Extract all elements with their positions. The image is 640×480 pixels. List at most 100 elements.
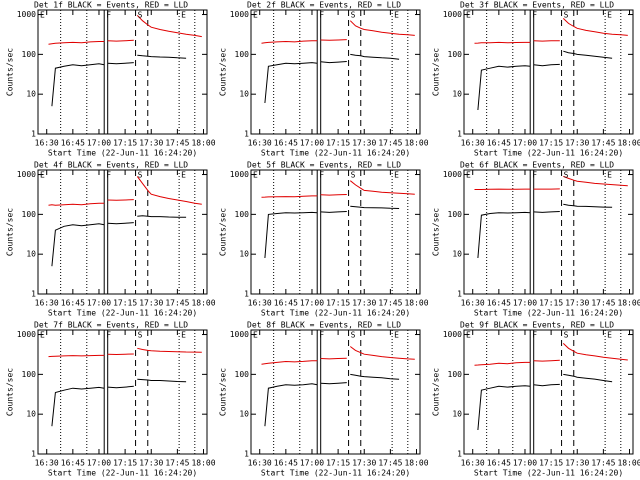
x-tick-label: 16:30 <box>461 299 485 308</box>
plot-frame <box>463 9 634 135</box>
event-label: S <box>138 11 143 20</box>
series-line <box>48 15 202 45</box>
x-tick-label: 16:30 <box>461 459 485 468</box>
event-label: S <box>564 171 569 180</box>
y-axis-label: Counts/sec <box>219 208 228 256</box>
chart-title: Det 9f BLACK = Events, RED = LLD <box>460 321 614 330</box>
event-label: S <box>138 171 143 180</box>
series-line <box>51 378 187 427</box>
x-tick-label: 17:30 <box>565 139 589 148</box>
event-label: F <box>319 171 324 180</box>
event-label: E <box>40 171 45 180</box>
x-tick-label: 16:30 <box>248 139 272 148</box>
x-tick-label: 17:00 <box>300 459 324 468</box>
y-axis-label: Counts/sec <box>432 48 441 96</box>
x-axis-label: Start Time (22-Jun-11 16:24:20) <box>48 469 197 478</box>
x-tick-label: 17:15 <box>326 459 350 468</box>
chart-title: Det 7f BLACK = Events, RED = LLD <box>34 321 188 330</box>
plot-frame <box>463 169 634 295</box>
x-tick-label: 16:45 <box>274 139 298 148</box>
x-axis-label: Start Time (22-Jun-11 16:24:20) <box>48 309 197 318</box>
event-label: E <box>466 171 471 180</box>
x-axis-label: Start Time (22-Jun-11 16:24:20) <box>474 149 623 158</box>
event-label: E <box>40 331 45 340</box>
x-tick-label: 17:15 <box>326 299 350 308</box>
event-label: E <box>253 331 258 340</box>
y-tick-label: 100 <box>22 50 37 59</box>
x-tick-label: 17:00 <box>513 299 537 308</box>
event-label: E <box>181 331 186 340</box>
x-tick-label: 17:45 <box>165 299 189 308</box>
x-tick-label: 16:30 <box>35 299 59 308</box>
x-tick-label: 16:45 <box>61 139 85 148</box>
x-tick-label: 16:45 <box>487 139 511 148</box>
panel: Det 4f BLACK = Events, RED = LLD Start Ti… <box>6 161 216 318</box>
y-tick-label: 100 <box>22 210 37 219</box>
y-tick-label: 10 <box>26 410 36 419</box>
x-tick-label: 17:45 <box>591 459 615 468</box>
y-tick-label: 1000 <box>230 330 249 339</box>
event-label: S <box>564 331 569 340</box>
plot-frame <box>37 9 208 135</box>
x-tick-label: 17:45 <box>378 299 402 308</box>
x-tick-label: 18:00 <box>617 459 640 468</box>
y-tick-label: 100 <box>448 370 463 379</box>
x-tick-label: 17:30 <box>139 459 163 468</box>
series-line <box>477 50 613 111</box>
event-label: E <box>466 331 471 340</box>
panel: Det 6f BLACK = Events, RED = LLD Start Ti… <box>432 161 640 318</box>
series-line <box>264 373 400 427</box>
y-tick-label: 10 <box>26 250 36 259</box>
y-axis-label: Counts/sec <box>6 208 15 256</box>
event-label: F <box>532 331 537 340</box>
x-tick-label: 17:30 <box>139 299 163 308</box>
event-label: E <box>181 171 186 180</box>
series-line <box>51 54 187 107</box>
event-label: F <box>106 331 111 340</box>
y-tick-label: 10 <box>452 250 462 259</box>
event-label: S <box>138 331 143 340</box>
y-tick-label: 10 <box>26 90 36 99</box>
y-tick-label: 1000 <box>17 170 36 179</box>
x-tick-label: 17:00 <box>513 459 537 468</box>
y-tick-label: 10 <box>239 410 249 419</box>
event-label: E <box>394 11 399 20</box>
event-label: F <box>106 11 111 20</box>
x-tick-label: 16:45 <box>487 459 511 468</box>
x-tick-label: 17:00 <box>300 299 324 308</box>
x-tick-label: 17:00 <box>87 139 111 148</box>
x-tick-label: 16:30 <box>35 459 59 468</box>
x-tick-label: 18:00 <box>191 299 215 308</box>
plot-frame <box>250 169 421 295</box>
x-tick-label: 17:15 <box>113 299 137 308</box>
y-tick-label: 1000 <box>230 10 249 19</box>
y-tick-label: 10 <box>452 410 462 419</box>
x-tick-label: 17:30 <box>352 299 376 308</box>
x-tick-label: 17:45 <box>591 299 615 308</box>
event-label: E <box>607 11 612 20</box>
x-tick-label: 17:15 <box>326 139 350 148</box>
series-line <box>51 215 187 267</box>
y-tick-label: 1 <box>457 450 462 459</box>
y-tick-label: 1000 <box>443 10 462 19</box>
x-tick-label: 16:45 <box>61 299 85 308</box>
x-tick-label: 17:45 <box>378 139 402 148</box>
y-tick-label: 100 <box>235 50 250 59</box>
y-axis-label: Counts/sec <box>219 48 228 96</box>
x-tick-label: 17:00 <box>300 139 324 148</box>
event-label: S <box>351 331 356 340</box>
x-tick-label: 17:45 <box>165 139 189 148</box>
event-label: S <box>351 11 356 20</box>
event-label: E <box>466 11 471 20</box>
x-tick-label: 18:00 <box>404 139 428 148</box>
x-tick-label: 16:30 <box>35 139 59 148</box>
event-label: E <box>253 11 258 20</box>
y-axis-label: Counts/sec <box>6 368 15 416</box>
plot-frame <box>37 169 208 295</box>
panel: Det 3f BLACK = Events, RED = LLD Start Ti… <box>432 1 640 158</box>
x-axis-label: Start Time (22-Jun-11 16:24:20) <box>261 309 410 318</box>
y-axis-label: Counts/sec <box>432 368 441 416</box>
x-tick-label: 17:00 <box>513 139 537 148</box>
event-label: E <box>394 171 399 180</box>
